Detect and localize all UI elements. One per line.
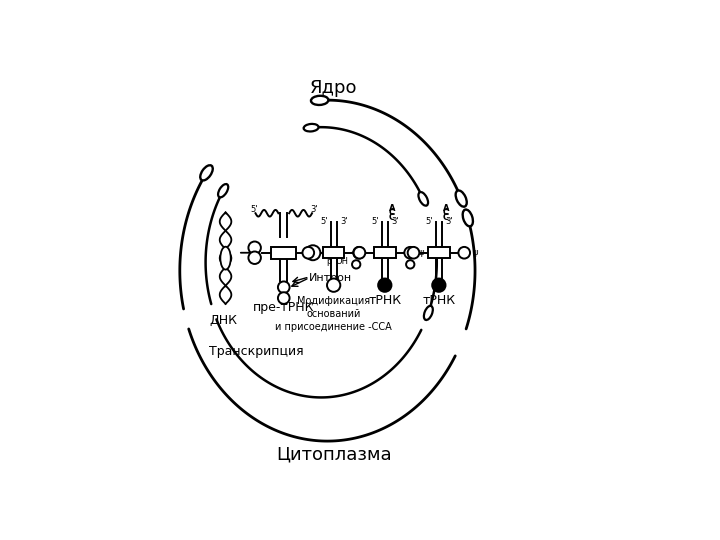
- Text: C: C: [443, 208, 449, 217]
- Text: Модификация
оснований
и присоединение -ССА: Модификация оснований и присоединение -С…: [275, 295, 392, 332]
- Text: 3': 3': [445, 217, 453, 226]
- Text: ψ: ψ: [418, 248, 424, 257]
- Text: OH: OH: [336, 257, 348, 266]
- Circle shape: [459, 247, 470, 259]
- Bar: [374, 247, 395, 258]
- Text: p: p: [327, 257, 332, 266]
- Text: D: D: [355, 246, 361, 255]
- Bar: [323, 247, 344, 258]
- Ellipse shape: [463, 210, 473, 226]
- Text: A: A: [443, 204, 449, 213]
- Text: Интрон: Интрон: [309, 273, 352, 282]
- Circle shape: [278, 292, 289, 304]
- Circle shape: [408, 247, 419, 259]
- Text: T: T: [408, 248, 413, 257]
- Circle shape: [248, 241, 261, 254]
- Text: ДНК: ДНК: [210, 314, 238, 327]
- Ellipse shape: [304, 124, 318, 131]
- Text: Ядро: Ядро: [310, 79, 357, 97]
- Text: D: D: [409, 252, 415, 261]
- Circle shape: [302, 247, 314, 259]
- Text: 3': 3': [310, 205, 318, 214]
- Text: 5': 5': [425, 217, 433, 226]
- Text: 5': 5': [320, 217, 328, 226]
- Text: 5': 5': [371, 217, 379, 226]
- Bar: [428, 247, 450, 258]
- Circle shape: [327, 279, 341, 292]
- Ellipse shape: [220, 247, 230, 269]
- Circle shape: [305, 245, 320, 260]
- Ellipse shape: [218, 184, 228, 197]
- Ellipse shape: [311, 96, 328, 105]
- Circle shape: [354, 247, 365, 259]
- Text: тРНК: тРНК: [368, 294, 401, 307]
- Text: C: C: [389, 208, 395, 217]
- Bar: [271, 246, 296, 259]
- Text: 5': 5': [250, 205, 258, 214]
- Circle shape: [248, 252, 261, 264]
- Text: C: C: [443, 213, 449, 222]
- Text: Транскрипция: Транскрипция: [210, 345, 304, 358]
- Circle shape: [352, 260, 360, 268]
- Text: A: A: [389, 204, 395, 213]
- Text: Цитоплазма: Цитоплазма: [276, 446, 392, 464]
- Text: 3': 3': [340, 217, 348, 226]
- Ellipse shape: [418, 192, 428, 206]
- Circle shape: [432, 279, 446, 292]
- Text: D: D: [409, 246, 415, 255]
- Text: ψ: ψ: [472, 248, 478, 257]
- Circle shape: [405, 247, 416, 259]
- Text: пре-тРНК: пре-тРНК: [253, 301, 315, 314]
- Ellipse shape: [456, 191, 467, 207]
- Ellipse shape: [424, 306, 433, 320]
- Text: D: D: [355, 252, 361, 261]
- Text: 3': 3': [391, 217, 399, 226]
- Text: тРНК: тРНК: [423, 294, 456, 307]
- Circle shape: [378, 279, 392, 292]
- Text: C: C: [389, 213, 395, 222]
- Circle shape: [278, 281, 289, 293]
- Circle shape: [406, 260, 415, 268]
- Text: T: T: [462, 248, 467, 257]
- Circle shape: [354, 247, 365, 259]
- Ellipse shape: [200, 165, 213, 180]
